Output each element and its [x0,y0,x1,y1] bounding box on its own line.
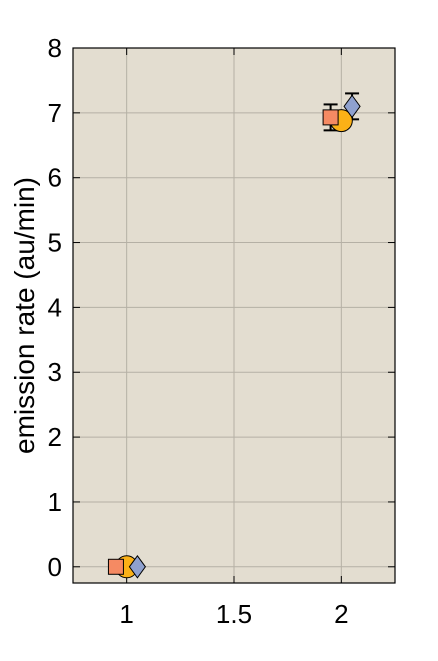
y-tick-label: 0 [48,552,62,582]
y-axis-label: emission rate (au/min) [9,177,40,454]
y-tick-label: 4 [48,292,62,322]
square-marker [107,558,124,575]
y-tick-label: 1 [48,487,62,517]
diamond-marker [128,554,147,579]
x-tick-label: 1.5 [216,599,252,629]
data-markers [107,92,361,579]
y-tick-label: 6 [48,163,62,193]
square-marker [322,109,339,126]
y-tick-label: 8 [48,33,62,63]
y-tick-label: 7 [48,98,62,128]
x-tick-label: 1 [119,599,133,629]
tick-labels: 1 1.5 2 0 1 2 3 4 5 6 7 8 [48,33,349,629]
y-tick-label: 5 [48,228,62,258]
diamond-marker [343,94,361,119]
axes [72,47,396,584]
y-tick-label: 2 [48,422,62,452]
y-tick-label: 3 [48,357,62,387]
x-tick-label: 2 [334,599,348,629]
